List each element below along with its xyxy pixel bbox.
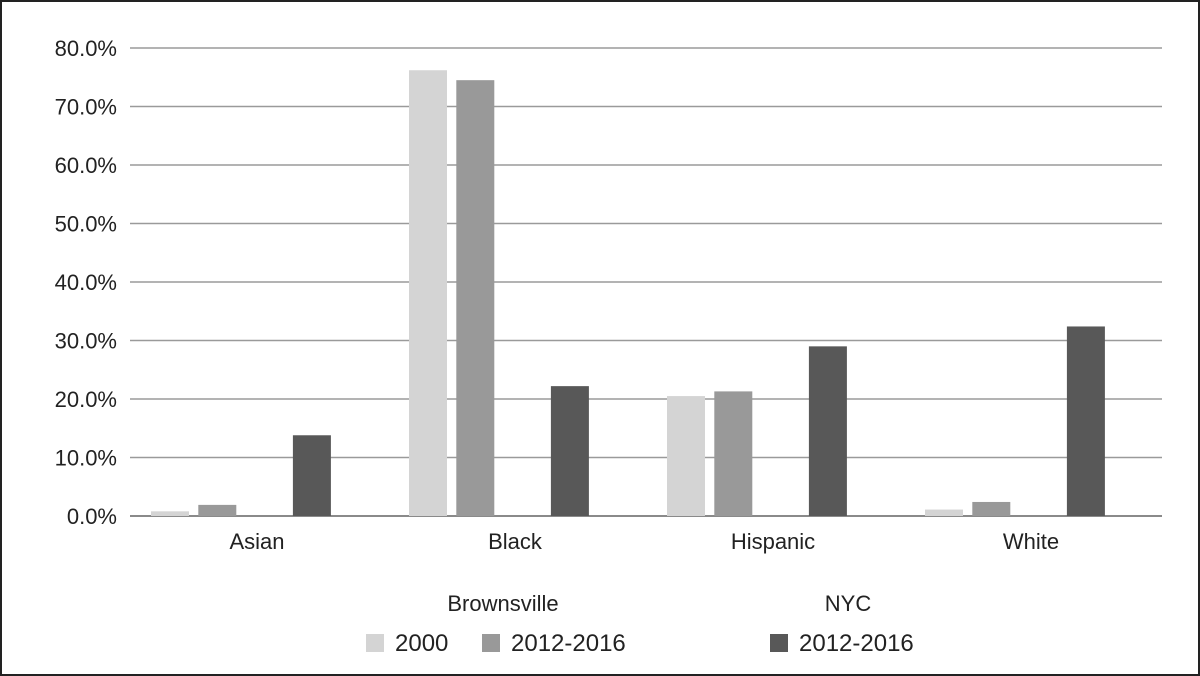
x-tick-label: White [1003,529,1059,554]
bar-hispanic-series-1 [714,391,753,516]
legend-label: 2012-2016 [511,630,626,657]
bar-black-series-0 [409,70,447,516]
bar-white-series-0 [925,509,963,516]
y-tick-label: 30.0% [55,329,117,354]
y-tick-label: 70.0% [55,95,117,120]
legend-swatch [482,634,500,652]
y-tick-label: 10.0% [55,446,117,471]
x-tick-label: Asian [229,529,284,554]
legend: Brownsville NYC 2000 2012-2016 2012-2016 [366,591,914,657]
y-tick-label: 20.0% [55,387,117,412]
y-tick-label: 40.0% [55,270,117,295]
legend-swatch [770,634,788,652]
bar-white-series-1 [972,501,1011,516]
x-tick-label: Hispanic [731,529,815,554]
y-tick-label: 60.0% [55,153,117,178]
legend-swatch [366,634,384,652]
bar-asian-series-0 [151,511,189,516]
y-axis-tick-labels: 0.0% 10.0% 20.0% 30.0% 40.0% 50.0% 60.0% 70.0% 8… [55,36,117,529]
legend-group-label: Brownsville [447,591,558,616]
x-axis-tick-labels: Asian Black Hispanic White [229,529,1059,554]
y-tick-label: 50.0% [55,212,117,237]
bar-black-series-2 [550,386,589,516]
y-tick-label: 80.0% [55,36,117,61]
bar-asian-series-2 [292,435,331,516]
bars [151,70,1105,517]
legend-label: 2000 [395,630,448,657]
y-tick-label: 0.0% [67,504,117,529]
bar-white-series-2 [1066,326,1105,516]
bar-hispanic-series-2 [808,346,847,516]
legend-label: 2012-2016 [799,630,914,657]
bar-hispanic-series-0 [667,396,705,516]
gridlines [130,47,1162,517]
bar-asian-series-1 [198,504,237,516]
bar-black-series-1 [456,80,495,517]
legend-group-label: NYC [825,591,872,616]
x-tick-label: Black [488,529,543,554]
